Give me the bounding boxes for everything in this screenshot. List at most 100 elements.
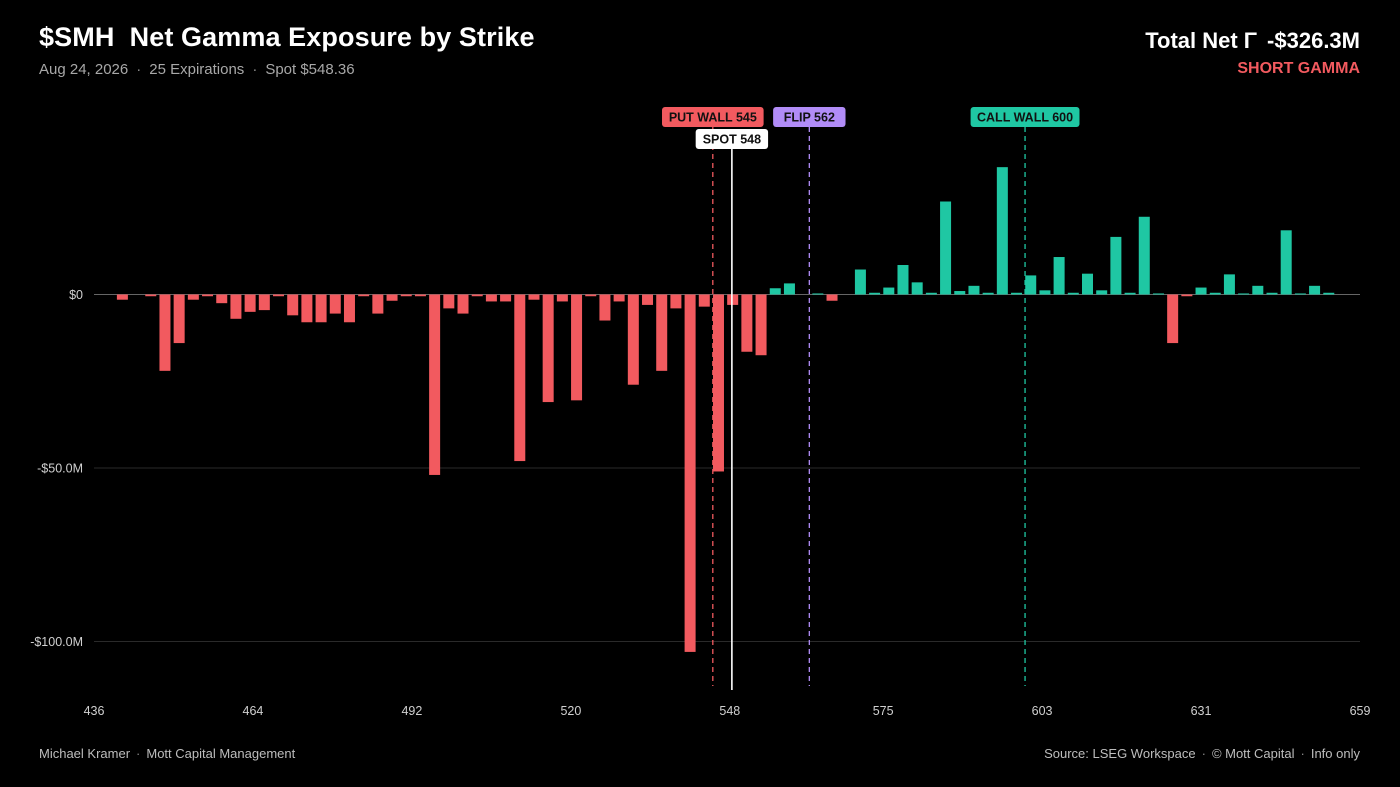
bar [826,294,838,301]
y-tick-label: -$50.0M [37,462,83,476]
bar [883,287,895,295]
bar [400,294,412,297]
footer-credits: Michael Kramer · Mott Capital Management [39,746,295,761]
flip-label: FLIP 562 [784,111,835,125]
markers: PUT WALL 545 SPOT 548 FLIP 562 CALL WALL 60… [662,107,1080,690]
bar [159,294,171,371]
bar [1081,273,1093,295]
bar [1039,290,1051,295]
bar [1138,216,1150,295]
bar [457,294,469,314]
bar [1096,290,1108,295]
bar [1124,292,1136,295]
x-tick-label: 603 [1032,704,1053,718]
bar [1266,292,1278,295]
bar [471,294,483,297]
bar [329,294,341,314]
bar [485,294,497,302]
total-net-gamma-label: Total Net Γ [1145,28,1258,53]
bar [642,294,654,305]
bar [145,294,157,297]
bar [954,291,966,295]
spot-label: Spot $548.36 [265,61,355,78]
spot-label: SPOT 548 [703,133,761,147]
bar [343,294,355,323]
bar [315,294,327,323]
bar [1294,293,1306,295]
x-tick-label: 464 [243,704,264,718]
copyright: © Mott Capital [1211,746,1295,761]
separator: · [136,61,142,78]
bar [1181,294,1193,297]
bar [187,294,199,300]
bar [741,294,753,352]
separator: · [136,746,141,761]
bar [925,292,937,295]
x-tick-label: 659 [1350,704,1371,718]
bar [1167,294,1179,344]
bar [1238,293,1250,295]
bar [1110,236,1122,295]
bar [542,294,554,403]
bar [1152,293,1164,295]
total-net-gamma-value: -$326.3M [1267,28,1360,53]
call-wall-label-bg [970,107,1080,127]
x-tick-label: 575 [873,704,894,718]
bar [528,294,540,300]
bar [429,294,441,475]
bar [897,265,909,295]
bar [812,293,824,295]
bar [783,283,795,295]
bar [712,294,724,472]
author: Michael Kramer [39,746,131,761]
grid-lines [94,294,1360,642]
bar [911,282,923,295]
chart-subtitle: Aug 24, 2026 · 25 Expirations · Spot $548.36 [39,61,355,78]
bar [372,294,384,314]
bar [940,201,952,295]
separator: · [252,61,258,78]
expirations-label: 25 Expirations [149,61,245,78]
total-net-gamma: Total Net Γ -$326.3M [1145,28,1360,54]
bar [443,294,455,309]
separator: · [1300,746,1305,761]
x-tick-label: 548 [719,704,740,718]
date-label: Aug 24, 2026 [39,61,129,78]
put-wall-label: PUT WALL 545 [669,111,757,125]
bar [1011,292,1023,295]
firm: Mott Capital Management [146,746,296,761]
bar [698,294,710,307]
flip-label-bg [773,107,846,127]
bar [273,294,285,297]
bar [414,294,426,297]
y-tick-label: -$100.0M [30,635,83,649]
bar [670,294,682,309]
bar [258,294,270,311]
bar [982,292,994,295]
bar [627,294,639,385]
bars [116,167,1335,652]
footer-source: Source: LSEG Workspace · © Mott Capital · In… [1044,746,1360,761]
bar [358,294,370,297]
separator: · [1201,746,1206,761]
gamma-regime-badge: SHORT GAMMA [1237,60,1360,77]
bar [514,294,526,462]
bar [1309,285,1321,295]
bar [656,294,668,371]
bar [244,294,256,312]
y-tick-label: $0 [69,288,83,302]
x-tick-label: 520 [560,704,581,718]
x-axis: 436 464 492 520 548 575 603 631 659 [84,704,1371,718]
bar [585,294,597,297]
bar [301,294,313,323]
bar [1025,275,1037,295]
bar [684,294,696,652]
bar [869,292,881,295]
bar [755,294,767,356]
chart-title: $SMH Net Gamma Exposure by Strike [39,22,535,52]
y-axis: $0 -$50.0M -$100.0M [30,288,83,649]
bar [996,167,1008,295]
bar [854,269,866,295]
bar [571,294,583,401]
